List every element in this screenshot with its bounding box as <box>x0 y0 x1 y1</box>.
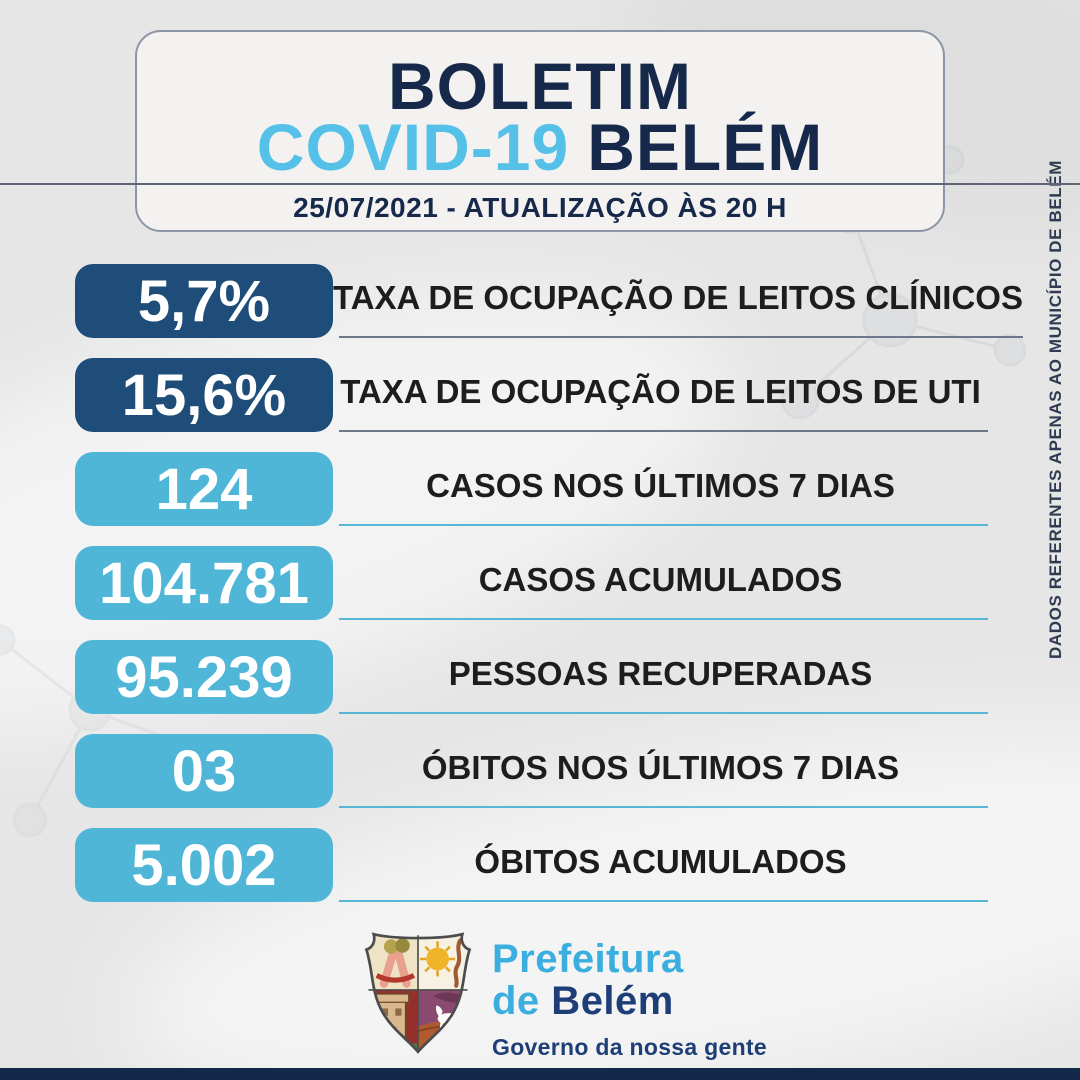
stat-value-badge: 104.781 <box>75 546 333 620</box>
belem-coat-of-arms-icon <box>364 932 472 1054</box>
stat-label-wrap: TAXA DE OCUPAÇÃO DE LEITOS DE UTI <box>333 358 988 432</box>
stat-label: CASOS NOS ÚLTIMOS 7 DIAS <box>426 467 895 504</box>
logo-tagline: Governo da nossa gente <box>492 1034 767 1060</box>
logo-de-text: de <box>492 979 540 1023</box>
stat-row-casos-acumulados: 104.781 CASOS ACUMULADOS <box>75 546 988 620</box>
header-divider-line <box>0 183 1080 185</box>
stat-label: TAXA DE OCUPAÇÃO DE LEITOS CLÍNICOS <box>333 279 1023 316</box>
stat-label: ÓBITOS NOS ÚLTIMOS 7 DIAS <box>421 749 900 786</box>
stat-divider <box>339 806 988 808</box>
stat-row-leitos-uti: 15,6% TAXA DE OCUPAÇÃO DE LEITOS DE UTI <box>75 358 988 432</box>
stat-value-badge: 15,6% <box>75 358 333 432</box>
stat-value-badge: 5.002 <box>75 828 333 902</box>
stat-divider <box>339 430 988 432</box>
stat-label: PESSOAS RECUPERADAS <box>448 655 873 692</box>
stat-label-wrap: ÓBITOS ACUMULADOS <box>333 828 988 902</box>
stat-label: CASOS ACUMULADOS <box>478 561 843 598</box>
logo-prefeitura-text: Prefeitura <box>492 937 684 981</box>
side-note-vertical: DADOS REFERENTES APENAS AO MUNICÍPIO DE … <box>1046 160 1065 660</box>
stat-label-wrap: TAXA DE OCUPAÇÃO DE LEITOS CLÍNICOS <box>333 264 1023 338</box>
stat-row-obitos-7-dias: 03 ÓBITOS NOS ÚLTIMOS 7 DIAS <box>75 734 988 808</box>
covid-19-text: COVID-19 <box>256 110 570 184</box>
stat-label: ÓBITOS ACUMULADOS <box>474 843 847 880</box>
stat-value-badge: 95.239 <box>75 640 333 714</box>
logo-text-block: Prefeitura de Belém Governo da nossa gen… <box>492 928 767 1061</box>
stats-list: 5,7% TAXA DE OCUPAÇÃO DE LEITOS CLÍNICOS… <box>75 264 1023 902</box>
bulletin-title: BOLETIM <box>388 49 692 123</box>
update-date: 25/07/2021 - ATUALIZAÇÃO ÀS 20 H <box>293 192 787 223</box>
stat-divider <box>339 618 988 620</box>
header-card: BOLETIM COVID-19 BELÉM <box>135 30 945 232</box>
stat-label-wrap: CASOS NOS ÚLTIMOS 7 DIAS <box>333 452 988 526</box>
bulletin-subtitle: COVID-19 BELÉM <box>257 114 823 180</box>
stat-label: TAXA DE OCUPAÇÃO DE LEITOS DE UTI <box>340 373 981 410</box>
stat-value-badge: 5,7% <box>75 264 333 338</box>
stat-row-leitos-clinicos: 5,7% TAXA DE OCUPAÇÃO DE LEITOS CLÍNICOS <box>75 264 1023 338</box>
belem-text: BELÉM <box>587 110 824 184</box>
stat-label-wrap: PESSOAS RECUPERADAS <box>333 640 988 714</box>
stat-divider <box>339 900 988 902</box>
stat-row-recuperadas: 95.239 PESSOAS RECUPERADAS <box>75 640 988 714</box>
stat-value-badge: 03 <box>75 734 333 808</box>
stat-divider <box>339 336 1023 338</box>
logo-de-belem-text: de Belém <box>492 980 767 1022</box>
footer-logo: Prefeitura de Belém Governo da nossa gen… <box>360 928 767 1061</box>
stat-label-wrap: ÓBITOS NOS ÚLTIMOS 7 DIAS <box>333 734 988 808</box>
stat-value-badge: 124 <box>75 452 333 526</box>
stat-divider <box>339 712 988 714</box>
stat-row-casos-7-dias: 124 CASOS NOS ÚLTIMOS 7 DIAS <box>75 452 988 526</box>
bottom-accent-bar <box>0 1068 1080 1080</box>
stat-label-wrap: CASOS ACUMULADOS <box>333 546 988 620</box>
stat-divider <box>339 524 988 526</box>
logo-belem-text: Belém <box>539 979 674 1023</box>
stat-row-obitos-acumulados: 5.002 ÓBITOS ACUMULADOS <box>75 828 988 902</box>
